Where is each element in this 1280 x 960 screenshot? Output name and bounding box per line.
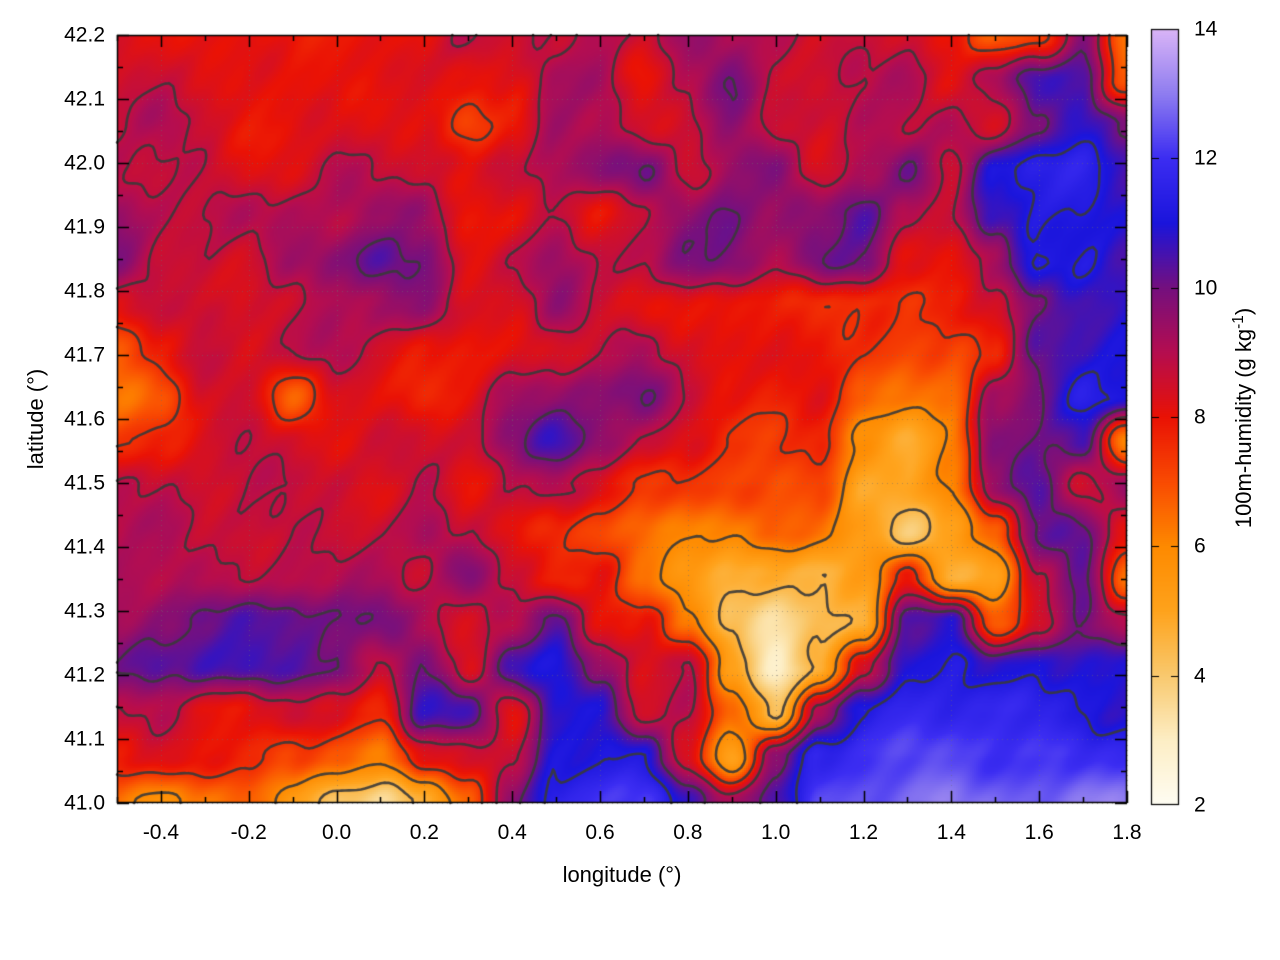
y-tick-label: 41.4 [64,535,105,559]
x-tick-label: 1.6 [1024,821,1054,844]
colorbar-title-close: ) [1231,307,1257,316]
x-axis-title: longitude (°) [562,862,682,887]
y-tick-label: 41.9 [64,215,105,239]
x-tick-label: 0.8 [673,821,703,844]
x-tick-label: 0.0 [321,821,352,844]
y-tick-label: 41.2 [64,663,105,687]
x-tick-label: 1.4 [936,821,966,844]
y-tick-label: 41.7 [64,343,105,367]
y-tick-label: 41.8 [64,279,105,303]
x-tick-label: 1.8 [1112,821,1142,844]
y-axis-title: latitude (°) [23,368,48,470]
x-tick-label: -0.2 [230,821,267,844]
colorbar-title: 100m-humidity (g kg-1) [1229,307,1257,529]
y-tick-label: 41.1 [64,727,105,751]
y-tick-label: 42.2 [64,23,105,47]
y-tick-label: 41.5 [64,471,105,495]
colorbar-tick-label: 6 [1194,534,1206,558]
x-tick-label: 0.2 [409,821,439,844]
y-tick-label: 41.6 [64,407,105,431]
y-tick-label: 41.0 [64,791,105,815]
x-tick-label: 0.6 [585,821,615,844]
colorbar-tick-label: 12 [1194,146,1218,170]
y-tick-label: 42.0 [64,151,105,175]
colorbar-tick-label: 14 [1194,17,1218,41]
x-tick-label: 0.4 [497,821,527,844]
colorbar-tick-label: 8 [1194,405,1206,429]
colorbar-tick-label: 10 [1194,276,1218,300]
colorbar-title-main: 100m-humidity (g kg [1231,328,1257,529]
y-tick-label: 42.1 [64,87,105,111]
colorbar-title-exponent: -1 [1229,315,1247,329]
x-tick-label: 1.2 [848,821,879,844]
x-tick-label: -0.4 [142,821,179,844]
x-tick-label: 1.0 [761,821,791,844]
colorbar-tick-label: 4 [1194,664,1206,688]
y-tick-label: 41.3 [64,599,105,623]
colorbar-tick-label: 2 [1194,793,1206,817]
